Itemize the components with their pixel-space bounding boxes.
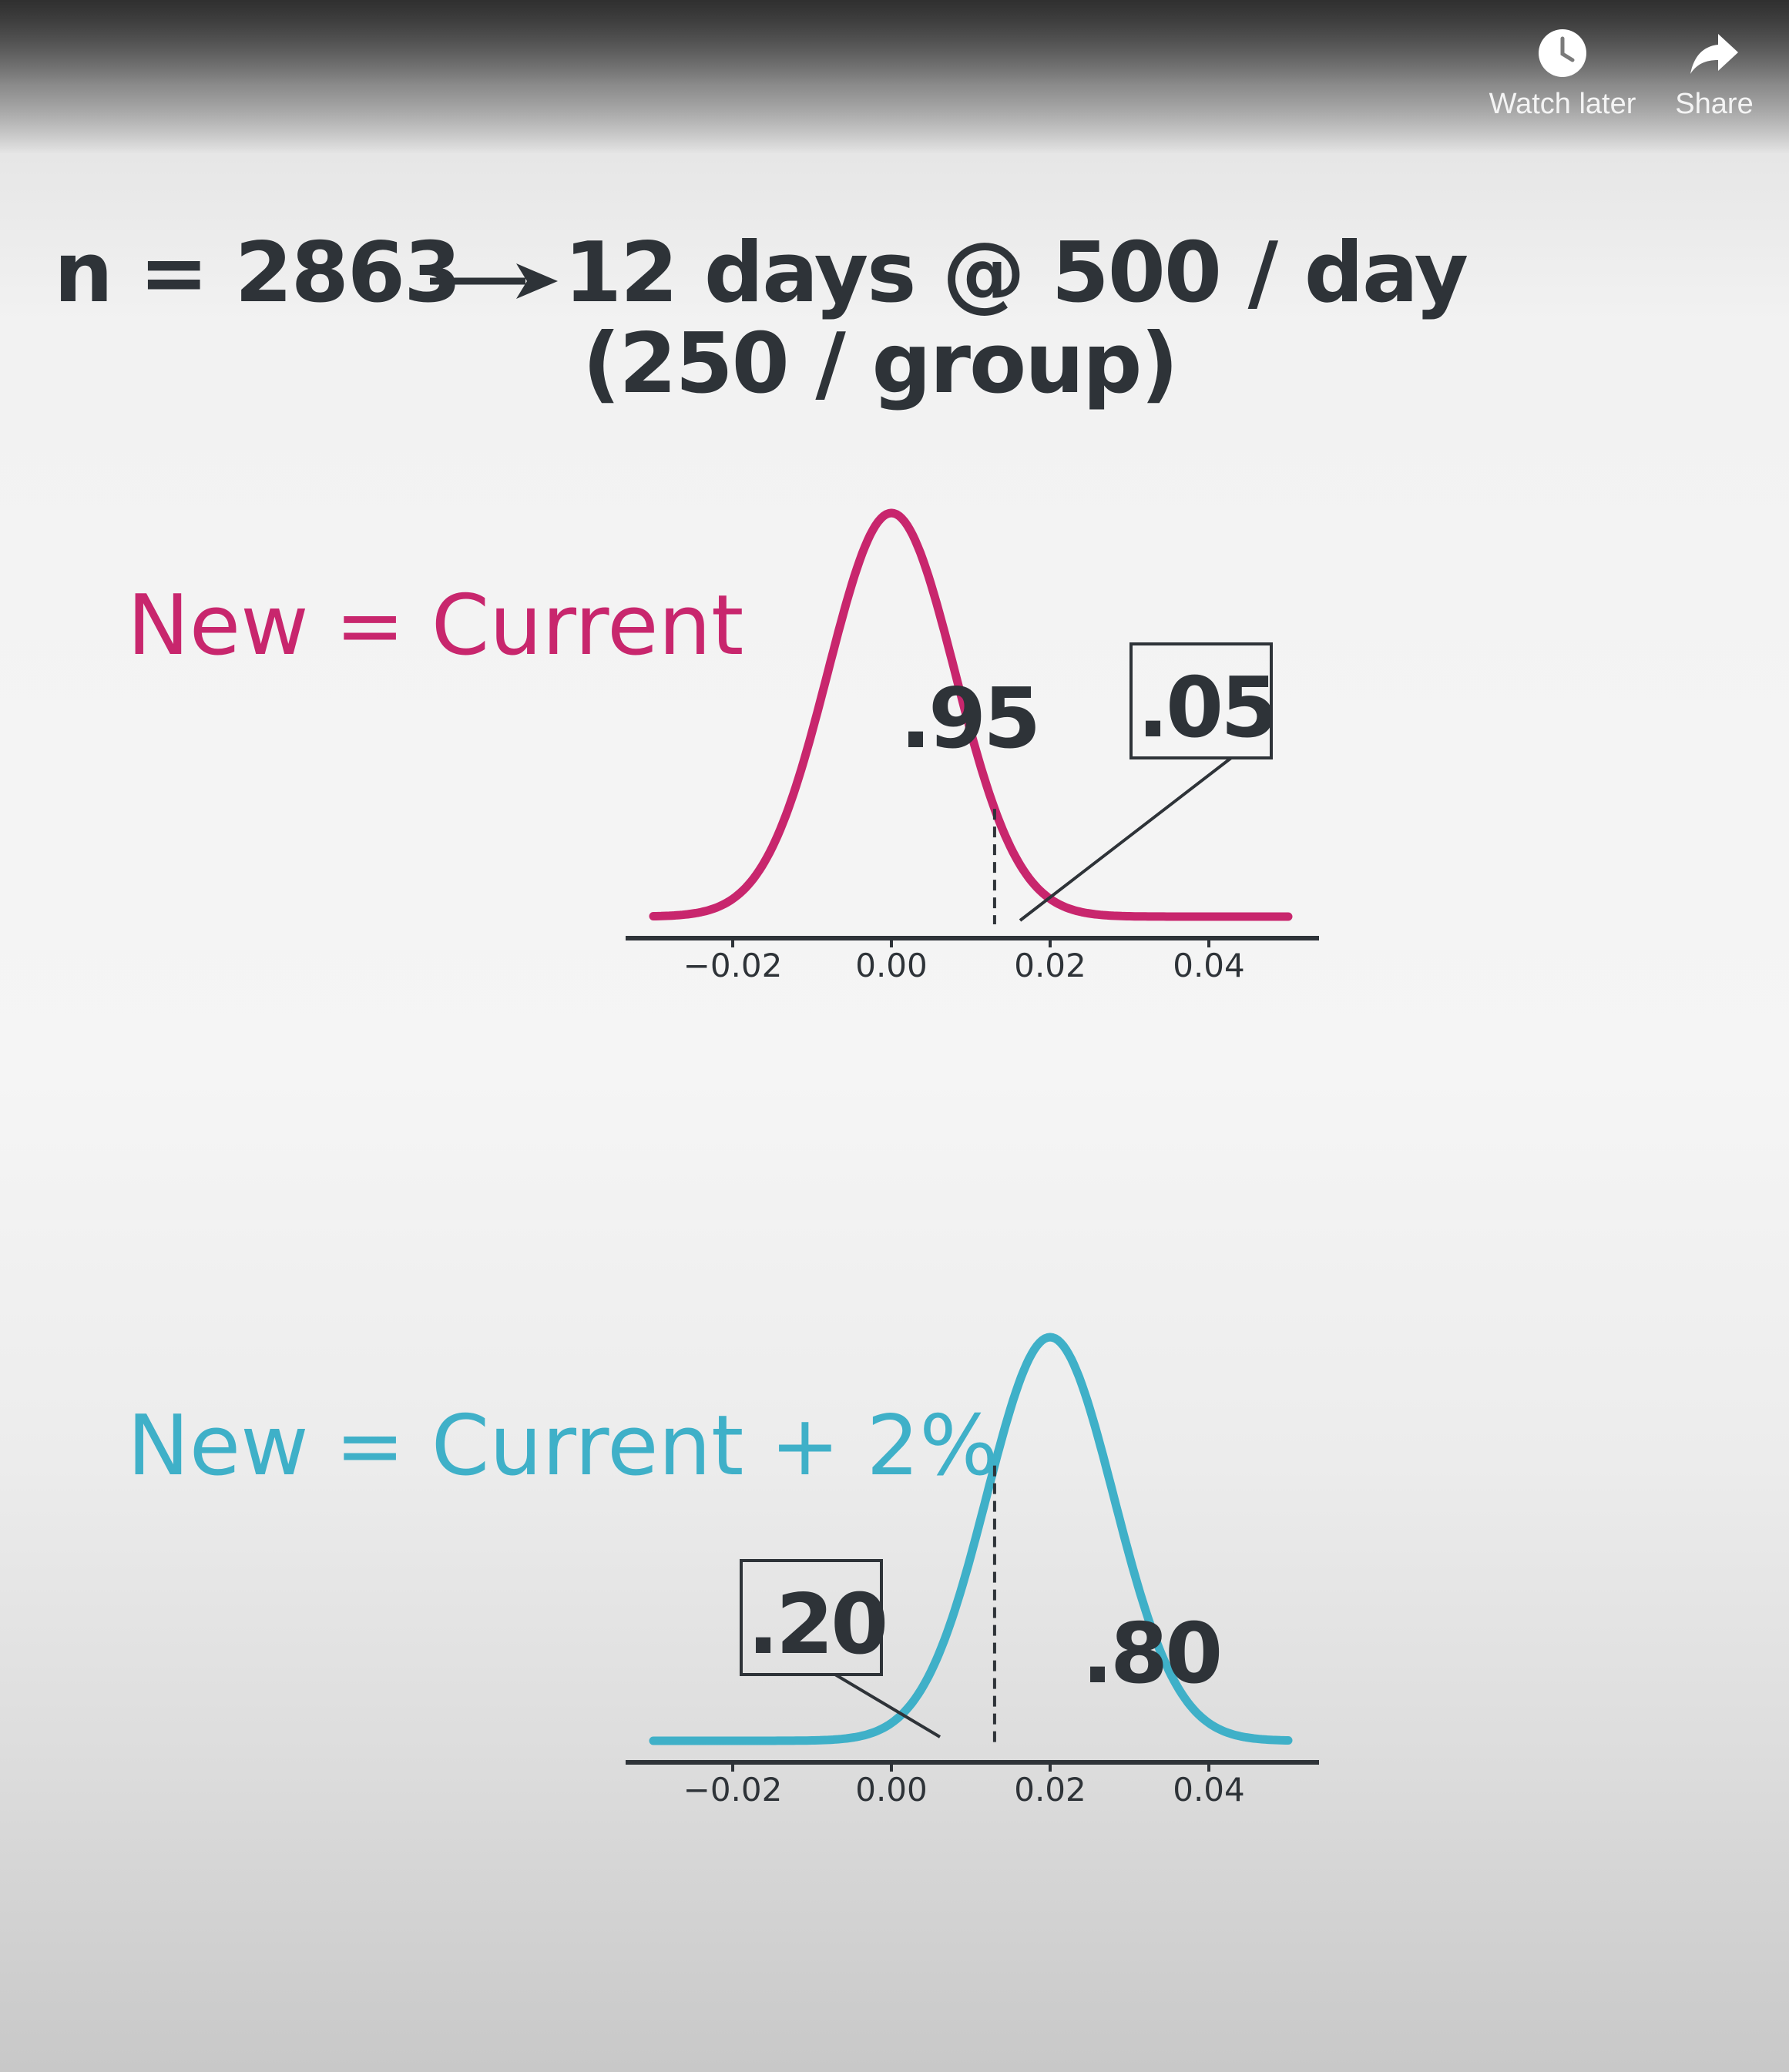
x-tick-label: 0.04	[1173, 1771, 1245, 1809]
per-group-text: (250 / group)	[582, 316, 1179, 412]
x-tick-label: −0.02	[683, 947, 783, 984]
distribution-curve	[649, 1333, 1293, 1745]
probability-label: .80	[1082, 1606, 1220, 1702]
x-tick-label: 0.00	[855, 1771, 928, 1809]
share-label: Share	[1675, 88, 1754, 120]
probability-label: .95	[900, 671, 1038, 767]
distribution-curve	[649, 508, 1293, 921]
alternative-distribution-chart: −0.02 0.00 0.02 0.04 .20 .80	[626, 1333, 1319, 1809]
x-tick-label: 0.02	[1014, 947, 1086, 984]
annotation-leader-line	[1019, 756, 1233, 922]
x-tick-label: 0.02	[1014, 1771, 1086, 1809]
right-arrow-icon	[430, 263, 558, 299]
sample-size-text: n = 2863	[54, 225, 462, 321]
alternative-hypothesis-label: New = Current + 2%	[127, 1398, 999, 1494]
share-button[interactable]: Share	[1664, 28, 1764, 121]
duration-text: 12 days @ 500 / day	[564, 225, 1468, 321]
probability-label: .20	[747, 1577, 885, 1673]
annotation-box	[1129, 642, 1273, 759]
watch-later-label: Watch later	[1489, 88, 1636, 120]
null-distribution-chart: −0.02 0.00 0.02 0.04 .95 .05	[626, 508, 1319, 984]
share-arrow-icon	[1690, 34, 1738, 74]
annotation-box	[740, 1559, 883, 1676]
x-tick-label: 0.00	[855, 947, 928, 984]
probability-label: .05	[1137, 660, 1275, 756]
player-top-overlay	[0, 0, 1789, 154]
x-tick-label: −0.02	[683, 1771, 783, 1809]
x-tick-label: 0.04	[1173, 947, 1245, 984]
null-hypothesis-label: New = Current	[127, 578, 744, 674]
clock-icon	[1539, 29, 1586, 77]
annotation-leader-line	[834, 1673, 941, 1738]
watch-later-button[interactable]: Watch later	[1485, 28, 1640, 121]
